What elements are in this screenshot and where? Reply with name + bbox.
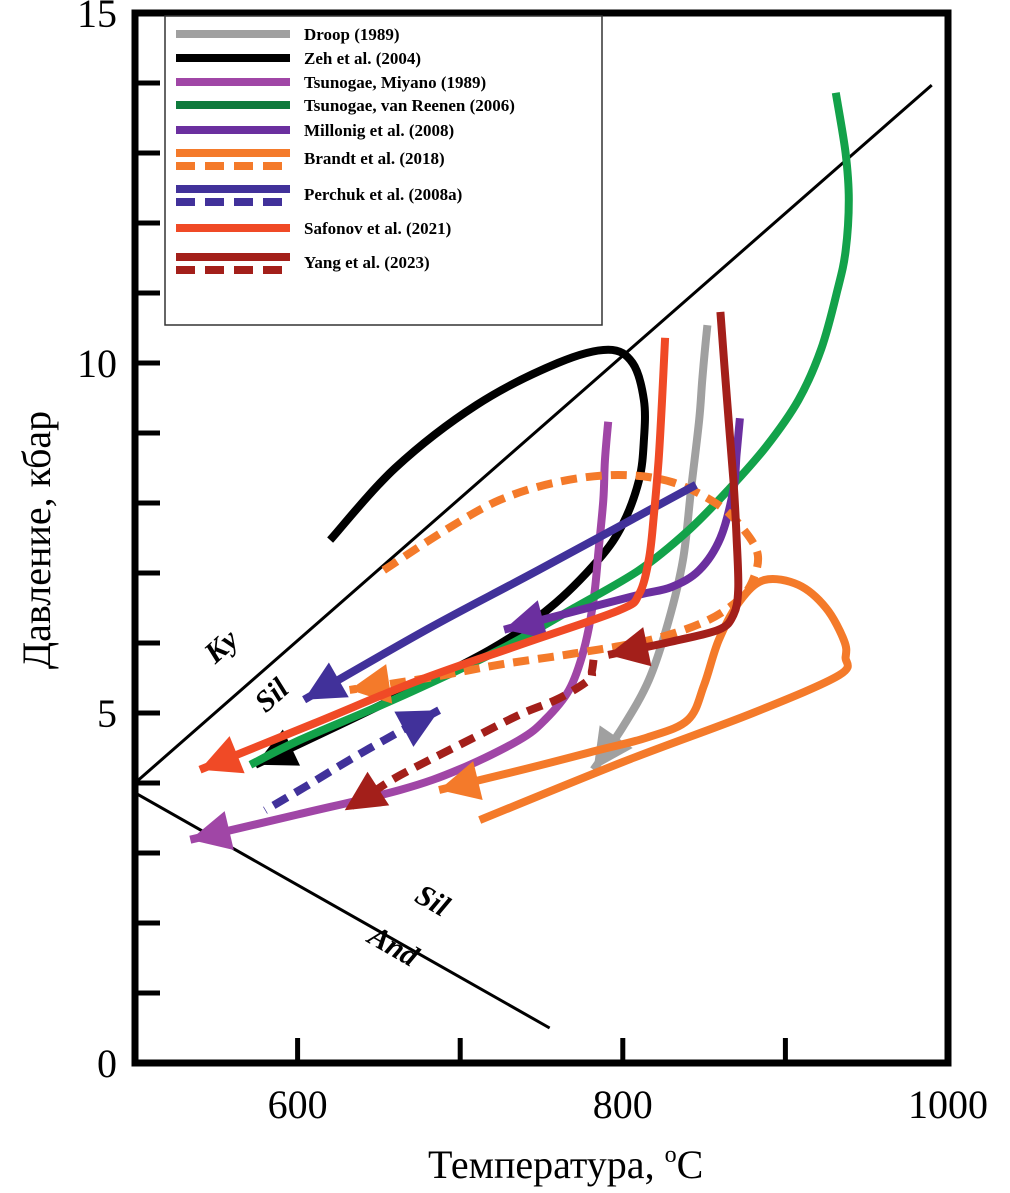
x-axis-title-unit: C: [677, 1142, 704, 1187]
series-perchuk-et-al-2008a-dashed: [263, 706, 442, 814]
x-tick-label: 600: [268, 1082, 328, 1127]
legend: Droop (1989) Zeh et al. (2004) Tsunogae, M…: [164, 15, 603, 326]
legend-label: Brandt et al. (2018): [304, 149, 445, 168]
field-label-ky: Ky: [197, 623, 245, 671]
x-tick-label: 800: [593, 1082, 653, 1127]
reaction-line-ky-sil: [134, 83, 933, 785]
arrow-head: [608, 627, 652, 667]
legend-label: Zeh et al. (2004): [304, 49, 421, 68]
x-axis-title-sup: o: [665, 1142, 677, 1168]
legend-item: Perchuk et al. (2008a): [176, 185, 462, 206]
series-safonov-et-al-2021: [198, 337, 670, 774]
pt-path-brandt-et-al-2018: [438, 574, 852, 824]
series-yang-et-al-2023-dashed: [342, 659, 598, 814]
field-label-sil: Sil: [410, 878, 456, 924]
arrow-head: [439, 761, 483, 800]
legend-item: Yang et al. (2023): [176, 253, 430, 274]
y-axis-title: Давление, кбар: [14, 411, 59, 669]
pt-path-tsunogae-van-reenen-2006: [248, 92, 853, 769]
arrow-head: [200, 736, 245, 774]
y-tick-label: 0: [97, 1041, 117, 1086]
legend-item: Droop (1989): [176, 25, 400, 44]
legend-item: Zeh et al. (2004): [176, 49, 421, 68]
arrow-head: [344, 771, 390, 811]
y-tick-label: 5: [97, 691, 117, 736]
arrow-head: [304, 662, 349, 700]
pt-path-zeh-et-al-2004: [253, 345, 649, 769]
legend-item: Tsunogae, van Reenen (2006): [176, 96, 515, 115]
y-tick-label: 10: [77, 341, 117, 386]
y-tick-label: 15: [77, 0, 117, 36]
legend-label: Safonov et al. (2021): [304, 219, 451, 238]
arrow-head: [190, 811, 234, 851]
legend-label: Perchuk et al. (2008a): [304, 185, 462, 204]
pt-path-droop-1989: [590, 324, 712, 772]
series-perchuk-et-al-2008a: [302, 481, 698, 704]
series-brandt-et-al-2018-dashed: [348, 471, 763, 704]
legend-label: Droop (1989): [304, 25, 400, 44]
legend-label: Yang et al. (2023): [304, 253, 430, 272]
pt-path-yang-et-al-2023-dashed: [342, 659, 598, 814]
legend-label: Tsunogae, van Reenen (2006): [304, 96, 515, 115]
x-axis-title: Температура, oC: [428, 1142, 703, 1187]
pt-path-safonov-et-al-2021: [198, 337, 670, 774]
series-tsunogae-van-reenen-2006: [248, 92, 853, 769]
legend-item: Millonig et al. (2008): [176, 121, 454, 140]
series-zeh-et-al-2004: [253, 345, 649, 769]
x-axis-title-main: Температура,: [428, 1142, 665, 1187]
legend-label: Tsunogae, Miyano (1989): [304, 73, 486, 92]
legend-item: Brandt et al. (2018): [176, 149, 445, 170]
series-brandt-et-al-2018: [438, 574, 852, 824]
x-tick-label: 1000: [908, 1082, 988, 1127]
arrow-head: [504, 600, 548, 639]
legend-label: Millonig et al. (2008): [304, 121, 454, 140]
pt-path-yang-et-al-2023: [607, 311, 743, 659]
series-yang-et-al-2023: [607, 311, 743, 667]
legend-item: Tsunogae, Miyano (1989): [176, 73, 486, 92]
plot-frame: [131, 9, 952, 1067]
pt-path-brandt-et-al-2018-dashed: [348, 471, 763, 694]
arrow-head: [394, 710, 440, 747]
pt-path-perchuk-et-al-2008a: [302, 481, 698, 704]
reaction-line-sil-and: [134, 791, 551, 1030]
legend-item: Safonov et al. (2021): [176, 219, 451, 238]
